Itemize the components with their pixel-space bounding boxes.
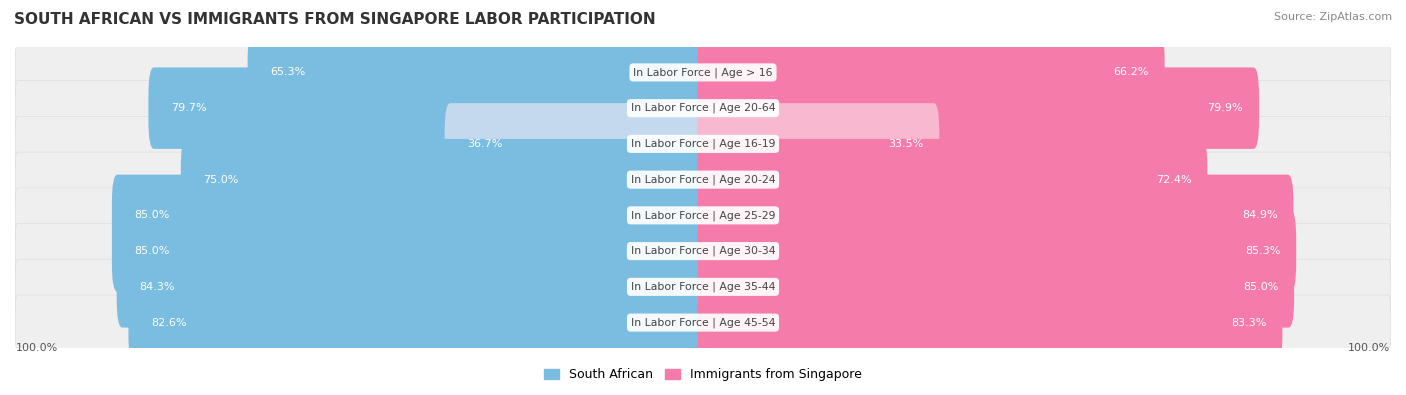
- FancyBboxPatch shape: [697, 103, 939, 184]
- FancyBboxPatch shape: [15, 295, 1391, 350]
- FancyBboxPatch shape: [697, 32, 1164, 113]
- Text: 100.0%: 100.0%: [15, 342, 59, 353]
- FancyBboxPatch shape: [697, 139, 1208, 220]
- FancyBboxPatch shape: [128, 282, 709, 363]
- FancyBboxPatch shape: [697, 68, 1258, 149]
- Text: 66.2%: 66.2%: [1114, 68, 1149, 77]
- FancyBboxPatch shape: [15, 117, 1391, 171]
- Text: 85.0%: 85.0%: [1243, 282, 1278, 292]
- FancyBboxPatch shape: [15, 224, 1391, 278]
- FancyBboxPatch shape: [15, 260, 1391, 314]
- FancyBboxPatch shape: [697, 246, 1294, 327]
- Text: 84.9%: 84.9%: [1241, 211, 1278, 220]
- Legend: South African, Immigrants from Singapore: South African, Immigrants from Singapore: [538, 363, 868, 386]
- FancyBboxPatch shape: [112, 175, 709, 256]
- FancyBboxPatch shape: [112, 211, 709, 292]
- FancyBboxPatch shape: [15, 81, 1391, 135]
- FancyBboxPatch shape: [697, 282, 1282, 363]
- Text: 82.6%: 82.6%: [152, 318, 187, 327]
- Text: In Labor Force | Age 16-19: In Labor Force | Age 16-19: [631, 139, 775, 149]
- Text: SOUTH AFRICAN VS IMMIGRANTS FROM SINGAPORE LABOR PARTICIPATION: SOUTH AFRICAN VS IMMIGRANTS FROM SINGAPO…: [14, 12, 655, 27]
- Text: 72.4%: 72.4%: [1156, 175, 1191, 184]
- Text: 79.7%: 79.7%: [172, 103, 207, 113]
- Text: In Labor Force | Age > 16: In Labor Force | Age > 16: [633, 67, 773, 78]
- Text: 75.0%: 75.0%: [204, 175, 239, 184]
- Text: 85.0%: 85.0%: [135, 246, 170, 256]
- Text: In Labor Force | Age 35-44: In Labor Force | Age 35-44: [631, 282, 775, 292]
- Text: In Labor Force | Age 25-29: In Labor Force | Age 25-29: [631, 210, 775, 221]
- Text: 36.7%: 36.7%: [467, 139, 503, 149]
- FancyBboxPatch shape: [15, 45, 1391, 100]
- Text: 65.3%: 65.3%: [270, 68, 305, 77]
- FancyBboxPatch shape: [117, 246, 709, 327]
- FancyBboxPatch shape: [15, 188, 1391, 243]
- FancyBboxPatch shape: [697, 211, 1296, 292]
- Text: In Labor Force | Age 30-34: In Labor Force | Age 30-34: [631, 246, 775, 256]
- Text: In Labor Force | Age 20-64: In Labor Force | Age 20-64: [631, 103, 775, 113]
- Text: In Labor Force | Age 45-54: In Labor Force | Age 45-54: [631, 317, 775, 328]
- FancyBboxPatch shape: [181, 139, 709, 220]
- Text: 33.5%: 33.5%: [889, 139, 924, 149]
- FancyBboxPatch shape: [15, 152, 1391, 207]
- Text: 85.0%: 85.0%: [135, 211, 170, 220]
- FancyBboxPatch shape: [247, 32, 709, 113]
- Text: 83.3%: 83.3%: [1232, 318, 1267, 327]
- Text: 79.9%: 79.9%: [1208, 103, 1243, 113]
- Text: In Labor Force | Age 20-24: In Labor Force | Age 20-24: [631, 174, 775, 185]
- Text: 100.0%: 100.0%: [1347, 342, 1391, 353]
- FancyBboxPatch shape: [444, 103, 709, 184]
- Text: 85.3%: 85.3%: [1244, 246, 1281, 256]
- FancyBboxPatch shape: [697, 175, 1294, 256]
- Text: 84.3%: 84.3%: [139, 282, 174, 292]
- Text: Source: ZipAtlas.com: Source: ZipAtlas.com: [1274, 12, 1392, 22]
- FancyBboxPatch shape: [149, 68, 709, 149]
